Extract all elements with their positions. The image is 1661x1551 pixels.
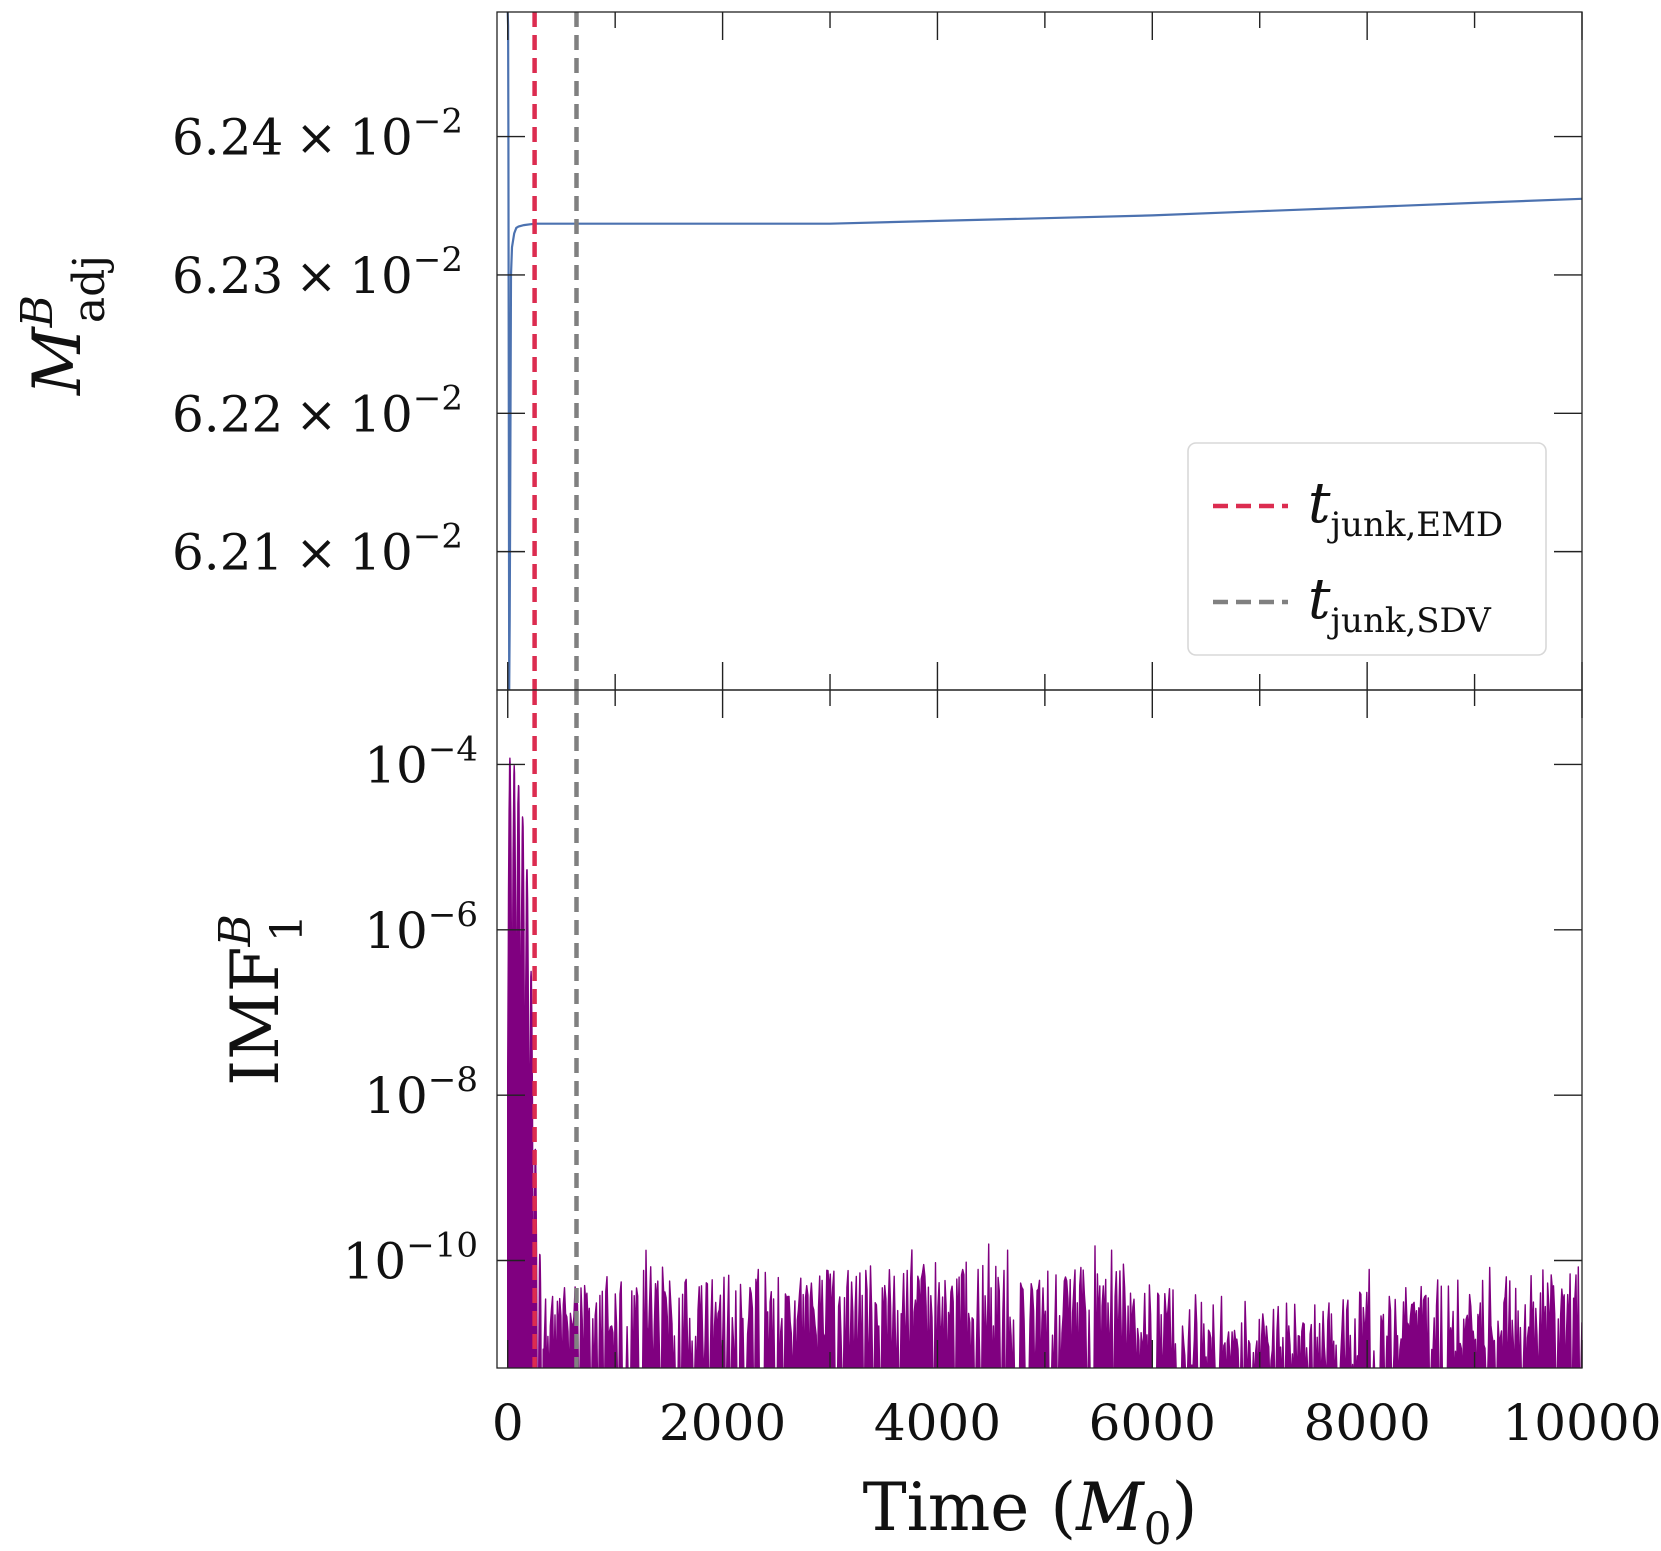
bottom-xtick-label: 6000 [1089, 1394, 1216, 1452]
top-ytick-label: 6.21 × 10−2 [172, 517, 463, 582]
legend: tjunk,EMD tjunk,SDV [1187, 442, 1547, 656]
top-series-line [506, 12, 1582, 690]
legend-label-emd-base: t [1308, 471, 1331, 536]
top-ylabel: MBadj [12, 255, 115, 396]
top-ytick-label: 6.24 × 10−2 [172, 102, 463, 167]
bottom-xtick-labels: 0 2000 4000 6000 8000 10000 [492, 1394, 1661, 1452]
bottom-xtick-label: 10000 [1502, 1394, 1661, 1452]
bottom-ylabel-sup: B [210, 914, 261, 947]
bottom-xtick-label: 4000 [874, 1394, 1001, 1452]
bottom-panel: 10−4 10−6 10−8 10−10 0 2000 4000 6000 8000 10000… [210, 689, 1661, 1551]
top-ylabel-sub: adj [64, 255, 115, 323]
bottom-plot-content [507, 690, 1582, 1368]
top-ticks [497, 12, 1583, 690]
top-ytick-labels: 6.24 × 10−2 6.23 × 10−2 6.22 × 10−2 6.21 × 10−2 [172, 102, 463, 582]
legend-box [1187, 442, 1547, 656]
bottom-ytick-label: 10−6 [364, 895, 478, 960]
bottom-ylabel: IMFB1 [210, 914, 313, 1086]
legend-label-emd: tjunk,EMD [1308, 471, 1503, 545]
top-ytick-label: 6.22 × 10−2 [172, 378, 463, 443]
xlabel-var: M [1075, 1469, 1145, 1546]
xlabel-sub: 0 [1144, 1504, 1172, 1551]
top-ytick-label: 6.23 × 10−2 [172, 240, 463, 305]
bottom-xlabel: Time (M0) [863, 1469, 1198, 1551]
legend-label-sdv-base: t [1308, 567, 1331, 632]
bottom-ytick-label: 10−4 [364, 729, 478, 794]
bottom-ticks [497, 690, 1583, 1368]
legend-label-emd-sub: junk,EMD [1327, 505, 1504, 545]
top-ylabel-base: M [19, 326, 96, 396]
top-panel: 6.24 × 10−2 6.23 × 10−2 6.22 × 10−2 6.21 × 10−2 MBa… [12, 11, 1583, 691]
bottom-ytick-label: 10−10 [343, 1226, 478, 1291]
bottom-ylabel-sub: 1 [262, 914, 313, 942]
bottom-xtick-label: 2000 [659, 1394, 786, 1452]
bottom-ytick-label: 10−8 [364, 1060, 478, 1125]
xlabel-prefix: Time ( [863, 1469, 1077, 1546]
bottom-xtick-label: 0 [492, 1394, 524, 1452]
bottom-series-area [507, 757, 1582, 1368]
top-plot-content [506, 12, 1582, 690]
bottom-ylabel-base: IMF [217, 946, 294, 1085]
bottom-ytick-labels: 10−4 10−6 10−8 10−10 [343, 729, 478, 1290]
top-ylabel-sup: B [12, 295, 63, 328]
bottom-xtick-label: 8000 [1304, 1394, 1431, 1452]
legend-label-sdv-sub: junk,SDV [1327, 601, 1493, 641]
xlabel-suffix: ) [1172, 1469, 1198, 1546]
legend-label-sdv: tjunk,SDV [1308, 567, 1492, 641]
bottom-axes-frame [496, 689, 1583, 1369]
